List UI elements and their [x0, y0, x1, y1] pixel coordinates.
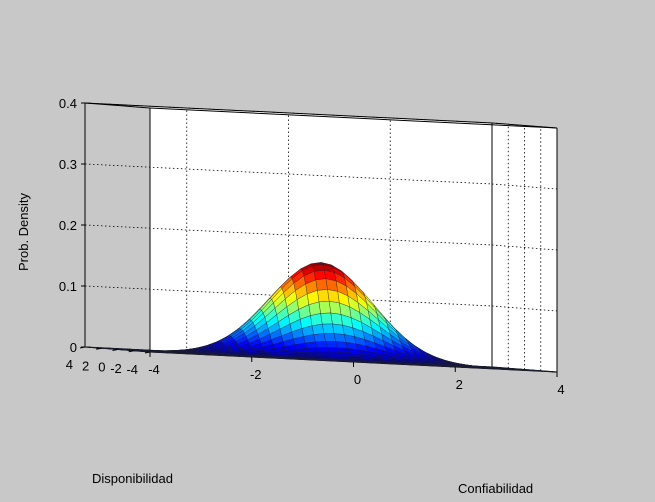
surface-patch: [308, 351, 321, 356]
x-tick-label: 4: [557, 382, 564, 397]
surface-patch: [317, 289, 330, 303]
surface-patch: [321, 323, 335, 334]
surface-patch: [320, 312, 333, 325]
axes-background: [85, 103, 557, 372]
z-tick-label: 0.2: [59, 218, 77, 233]
surface-patch: [318, 301, 331, 314]
y-tick-label: -4: [126, 362, 138, 377]
z-tick-label: 0.1: [59, 279, 77, 294]
y-tick-mark: [96, 347, 102, 350]
x-tick-label: -4: [148, 362, 160, 377]
surface-patch: [316, 347, 329, 353]
surface-patch: [315, 278, 328, 291]
surface-patch: [335, 341, 348, 349]
surface-patch: [256, 353, 270, 356]
y-tick-label: -2: [110, 361, 122, 376]
surface-patch: [330, 312, 343, 326]
grid-z-side: [491, 305, 558, 312]
grid-z-side: [491, 244, 558, 251]
surface-mesh: [84, 262, 558, 373]
surface-patch: [323, 333, 336, 342]
x-axis-label: Confiabilidad: [458, 481, 533, 496]
surface-patch: [325, 341, 338, 348]
surface-patch: [328, 301, 342, 315]
surface-patch: [326, 347, 340, 353]
y-tick-mark: [112, 349, 118, 351]
z-tick-label: 0.3: [59, 157, 77, 172]
y-tick-label: 0: [98, 360, 105, 375]
surface-patch: [318, 351, 331, 356]
surface-patch: [296, 348, 309, 353]
y-tick-mark: [128, 350, 134, 353]
surface-patch: [313, 333, 326, 343]
surface-patch: [277, 352, 290, 356]
surface-patch: [267, 353, 280, 356]
surface-patch: [333, 333, 347, 343]
surface-patch: [287, 352, 301, 356]
y-tick-label: 2: [82, 358, 89, 373]
z-tick-label: 0.4: [59, 96, 77, 111]
z-tick-label: 0: [70, 340, 77, 355]
x-tick-label: 0: [354, 372, 361, 387]
surface-patch: [306, 347, 319, 353]
surface-patch: [332, 323, 345, 335]
y-tick-label: 4: [66, 357, 73, 372]
y-axis-label: Disponibilidad: [92, 471, 173, 486]
x-tick-label: 2: [456, 377, 463, 392]
surface-patch: [310, 313, 323, 326]
top-edge-back: [84, 102, 493, 124]
z-axis-label: Prob. Density: [16, 192, 31, 271]
surface-patch: [315, 341, 328, 348]
surface-patch: [327, 289, 340, 304]
y-tick-mark: [144, 351, 151, 354]
surface-patch: [313, 269, 327, 281]
surface-patch: [304, 341, 318, 349]
x-tick-label: -2: [250, 367, 262, 382]
surface-patch: [297, 351, 311, 356]
grid-z-side: [491, 183, 558, 190]
surface-patch: [311, 323, 325, 335]
top-edge-front: [149, 107, 558, 129]
